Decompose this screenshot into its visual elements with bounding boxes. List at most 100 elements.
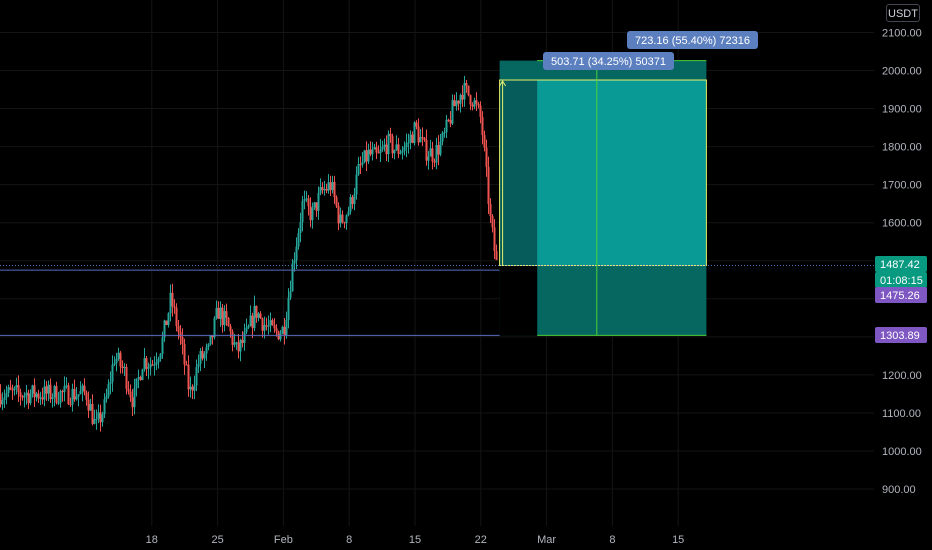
candle-body xyxy=(43,386,46,400)
candle-body xyxy=(89,404,92,411)
candlestick-series xyxy=(0,75,498,432)
candle-body xyxy=(429,148,432,157)
candle-body xyxy=(359,164,362,166)
candle-body xyxy=(1,399,4,405)
candle-body xyxy=(217,307,220,319)
support-gap xyxy=(499,265,538,336)
candle-body xyxy=(97,412,100,419)
candle-body xyxy=(409,134,412,143)
candle-body xyxy=(353,194,356,205)
candle-body xyxy=(403,147,406,151)
candle-body xyxy=(233,342,236,345)
candle-body xyxy=(21,396,24,398)
candle-body xyxy=(459,94,462,104)
x-tick-label: 18 xyxy=(146,534,158,546)
x-tick-label: 15 xyxy=(409,534,421,546)
stop-level-label: 1475.26 xyxy=(875,287,927,303)
candle-body xyxy=(281,326,284,334)
time-axis[interactable]: 18 25 Feb 8 15 22 Mar 8 15 xyxy=(146,534,685,546)
candle-body xyxy=(177,326,180,332)
candle-body xyxy=(343,222,346,224)
candle-body xyxy=(143,358,146,370)
candle-body xyxy=(237,342,240,352)
candle-body xyxy=(215,307,218,318)
candle-body xyxy=(91,404,94,424)
candle-body xyxy=(415,122,418,127)
candle-body xyxy=(411,134,414,144)
candle-body xyxy=(123,367,126,369)
candle-body xyxy=(181,337,184,344)
candle-body xyxy=(393,150,396,154)
candle-body xyxy=(201,350,204,359)
candle-body xyxy=(33,385,36,398)
x-tick-label: 8 xyxy=(346,534,352,546)
candle-body xyxy=(469,95,472,105)
candle-body xyxy=(371,149,374,155)
candle-body xyxy=(317,193,320,211)
candle-body xyxy=(55,386,58,403)
candle-body xyxy=(13,387,16,391)
candle-body xyxy=(365,150,368,162)
currency-badge[interactable]: USDT xyxy=(886,4,920,22)
candle-body xyxy=(51,397,54,400)
candle-body xyxy=(29,393,32,404)
candle-body xyxy=(267,325,270,327)
candle-body xyxy=(49,384,52,400)
candle-body xyxy=(69,404,72,406)
candle-body xyxy=(79,391,82,395)
candle-body xyxy=(261,318,264,331)
long-position-zones[interactable] xyxy=(499,60,707,336)
candle-body xyxy=(341,214,344,223)
candle-body xyxy=(449,120,452,124)
candle-body xyxy=(433,161,436,163)
candle-body xyxy=(273,325,276,329)
y-tick-label: 1000.00 xyxy=(882,446,922,458)
candle-body xyxy=(61,391,64,393)
measure-label: 503.71 (34.25%) 50371 xyxy=(543,52,674,70)
candle-body xyxy=(133,388,136,408)
candle-body xyxy=(125,367,128,389)
candle-body xyxy=(249,315,252,327)
candle-body xyxy=(389,133,392,137)
candle-body xyxy=(321,187,324,191)
candle-body xyxy=(9,387,12,390)
candle-body xyxy=(189,386,192,390)
candle-body xyxy=(395,144,398,151)
candle-body xyxy=(59,391,62,403)
candle-body xyxy=(227,318,230,327)
candle-body xyxy=(241,339,244,343)
drawing-overlays[interactable]: 503.71 (34.25%) 50371 723.16 (55.40%) 723… xyxy=(0,31,874,336)
candle-body xyxy=(87,399,90,411)
candle-body xyxy=(431,148,434,162)
candle-body xyxy=(153,364,156,366)
candle-body xyxy=(99,412,102,423)
y-tick-label: 1100.00 xyxy=(882,408,921,420)
candle-body xyxy=(5,393,8,398)
measure-label-text: 723.16 (55.40%) 72316 xyxy=(635,35,750,47)
candle-body xyxy=(137,377,140,379)
candle-body xyxy=(193,385,196,391)
y-tick-label: 1900.00 xyxy=(882,104,922,116)
candle-body xyxy=(171,292,174,307)
candle-body xyxy=(77,394,80,397)
candle-body xyxy=(219,307,222,319)
candle-body xyxy=(111,364,114,382)
candle-body xyxy=(401,150,404,153)
candle-body xyxy=(239,339,242,352)
candle-body xyxy=(85,392,88,400)
candle-body xyxy=(203,353,206,359)
x-tick-label: 22 xyxy=(475,534,487,546)
candle-body xyxy=(221,307,224,326)
target-zone[interactable] xyxy=(499,80,707,266)
candle-body xyxy=(185,364,188,366)
candle-body xyxy=(199,350,202,364)
candle-body xyxy=(41,397,44,400)
candle-body xyxy=(425,139,428,161)
candle-body xyxy=(179,331,182,338)
candle-body xyxy=(113,363,116,365)
y-tick-label: 900.00 xyxy=(882,484,916,496)
candle-body xyxy=(3,397,6,400)
candle-body xyxy=(245,327,248,333)
candle-body xyxy=(119,352,122,367)
